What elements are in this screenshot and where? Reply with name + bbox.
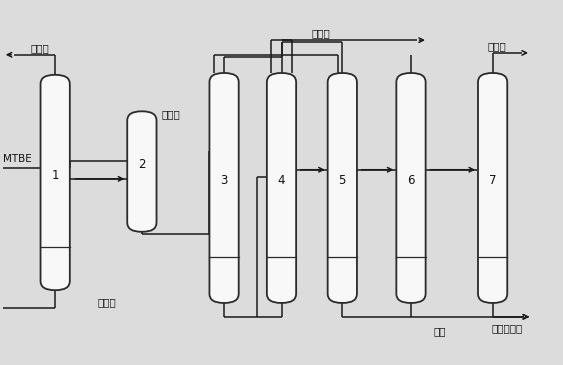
Text: 重组分: 重组分 (97, 297, 117, 308)
Text: 3: 3 (220, 174, 228, 187)
FancyBboxPatch shape (209, 73, 239, 303)
Text: 1: 1 (51, 169, 59, 182)
Text: 轻组分: 轻组分 (311, 28, 330, 38)
Text: 5: 5 (338, 174, 346, 187)
FancyBboxPatch shape (41, 75, 70, 290)
Text: MTBE: MTBE (3, 154, 32, 164)
Text: 4: 4 (278, 174, 285, 187)
FancyBboxPatch shape (127, 111, 157, 232)
Text: 6: 6 (407, 174, 415, 187)
Text: 轻组分: 轻组分 (488, 41, 507, 51)
FancyBboxPatch shape (478, 73, 507, 303)
FancyBboxPatch shape (267, 73, 296, 303)
Text: 甲醇: 甲醇 (434, 326, 446, 336)
Text: 2: 2 (138, 158, 146, 171)
Text: 热载体: 热载体 (161, 109, 180, 119)
Text: 7: 7 (489, 174, 497, 187)
FancyBboxPatch shape (328, 73, 357, 303)
Text: 轻组分: 轻组分 (31, 43, 50, 54)
Text: 高纯异丁烯: 高纯异丁烯 (491, 323, 522, 333)
FancyBboxPatch shape (396, 73, 426, 303)
